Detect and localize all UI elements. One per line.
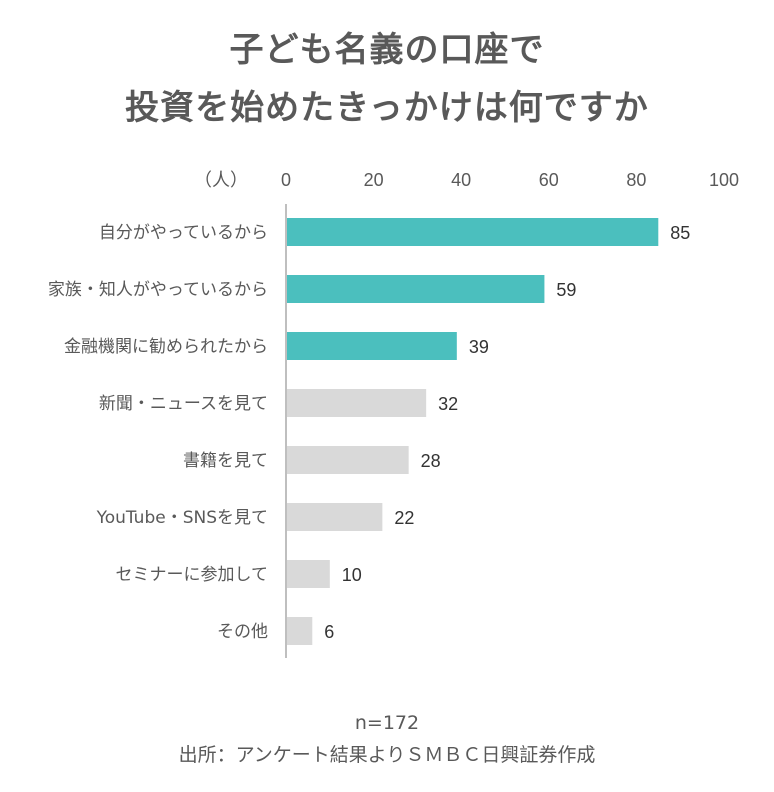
bar-5 <box>286 503 383 531</box>
category-label-4: 書籍を見て <box>183 451 268 471</box>
category-label-1: 家族・知人がやっているから <box>48 280 268 300</box>
value-label-7: 6 <box>324 622 334 642</box>
category-label-6: セミナーに参加して <box>116 565 269 585</box>
category-label-2: 金融機関に勧められたから <box>64 337 268 357</box>
value-label-1: 59 <box>556 280 576 300</box>
value-label-0: 85 <box>670 223 690 243</box>
x-tick-label-2: 40 <box>451 170 471 190</box>
value-label-3: 32 <box>438 394 458 414</box>
bar-3 <box>286 389 427 417</box>
value-label-5: 22 <box>394 508 414 528</box>
source-note: 出所：アンケート結果よりＳＭＢＣ日興証券作成 <box>178 744 596 766</box>
category-label-5: YouTube・SNSを見て <box>96 508 268 528</box>
bar-2 <box>286 332 457 360</box>
value-label-4: 28 <box>421 451 441 471</box>
x-axis-unit-label: （人） <box>194 170 248 191</box>
bar-chart: （人） 0 20 40 60 80 100 自分がやっているから 85 家族・知人がやっているから… <box>48 170 739 658</box>
bar-1 <box>286 275 545 303</box>
bar-7 <box>286 617 313 645</box>
x-tick-label-1: 20 <box>364 170 384 190</box>
value-label-2: 39 <box>469 337 489 357</box>
sample-size-note: n=172 <box>354 712 420 734</box>
value-label-6: 10 <box>342 565 362 585</box>
x-tick-label-3: 60 <box>539 170 559 190</box>
bar-4 <box>286 446 409 474</box>
x-tick-label-0: 0 <box>281 170 291 190</box>
category-label-0: 自分がやっているから <box>99 223 268 243</box>
category-label-7: その他 <box>217 622 268 642</box>
category-label-3: 新聞・ニュースを見て <box>99 394 268 414</box>
x-tick-label-5: 100 <box>709 170 739 190</box>
chart-title-line-2: 投資を始めたきっかけは何ですか <box>125 88 649 128</box>
chart-title-line-1: 子ども名義の口座で <box>229 30 545 70</box>
bar-0 <box>286 218 659 246</box>
x-tick-label-4: 80 <box>626 170 646 190</box>
bar-6 <box>286 560 330 588</box>
